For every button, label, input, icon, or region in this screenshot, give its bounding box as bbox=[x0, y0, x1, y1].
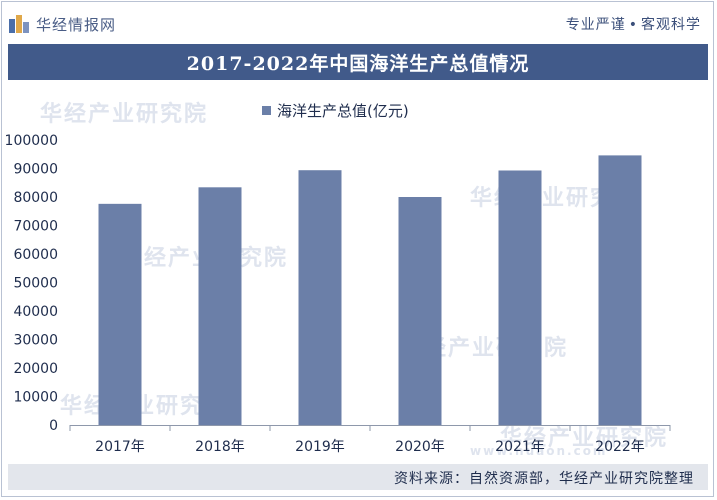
y-tick-label: 70000 bbox=[13, 219, 58, 235]
legend-label: 海洋生产总值(亿元) bbox=[277, 102, 409, 120]
y-tick-label: 80000 bbox=[13, 190, 58, 206]
y-tick-label: 20000 bbox=[13, 361, 58, 377]
y-tick-label: 50000 bbox=[13, 276, 58, 292]
y-tick-label: 30000 bbox=[13, 333, 58, 349]
bar bbox=[198, 187, 242, 425]
bar bbox=[98, 203, 142, 425]
x-tick-label: 2020年 bbox=[395, 439, 445, 455]
brand-name: 华经情报网 bbox=[36, 15, 117, 34]
y-tick-label: 60000 bbox=[13, 247, 58, 263]
bar bbox=[498, 170, 542, 425]
bar bbox=[598, 155, 642, 425]
y-tick-label: 100000 bbox=[5, 133, 58, 149]
x-tick-label: 2017年 bbox=[95, 439, 145, 455]
y-tick-label: 40000 bbox=[13, 304, 58, 320]
footer-bar: 资料来源：自然资源部，华经产业研究院整理 bbox=[8, 464, 708, 490]
legend-swatch bbox=[262, 106, 271, 115]
source-note: 资料来源：自然资源部，华经产业研究院整理 bbox=[394, 471, 694, 487]
x-tick-label: 2019年 bbox=[295, 439, 345, 455]
y-tick-label: 90000 bbox=[13, 162, 58, 178]
slogan-left: 专业严谨 bbox=[565, 17, 626, 33]
x-tick-label: 2018年 bbox=[195, 439, 245, 455]
slogan-right: 客观科学 bbox=[641, 17, 701, 33]
x-tick-label: 2021年 bbox=[495, 439, 545, 455]
x-tick-label: 2022年 bbox=[595, 439, 645, 455]
bar bbox=[398, 197, 442, 425]
slogan: 专业严谨 • 客观科学 bbox=[566, 14, 709, 34]
title-band: 2017-2022年中国海洋生产总值情况 bbox=[8, 44, 708, 80]
slogan-dot-icon: • bbox=[628, 17, 638, 33]
brand: 华经情报网 bbox=[8, 13, 116, 35]
top-bar: 华经情报网 专业严谨 • 客观科学 bbox=[8, 8, 709, 40]
brand-logo-icon bbox=[9, 15, 29, 33]
bar bbox=[298, 170, 342, 425]
chart-title: 2017-2022年中国海洋生产总值情况 bbox=[186, 52, 530, 75]
y-tick-label: 10000 bbox=[13, 390, 58, 406]
legend: 海洋生产总值(亿元) bbox=[262, 100, 409, 121]
y-tick-label: 0 bbox=[49, 418, 58, 434]
